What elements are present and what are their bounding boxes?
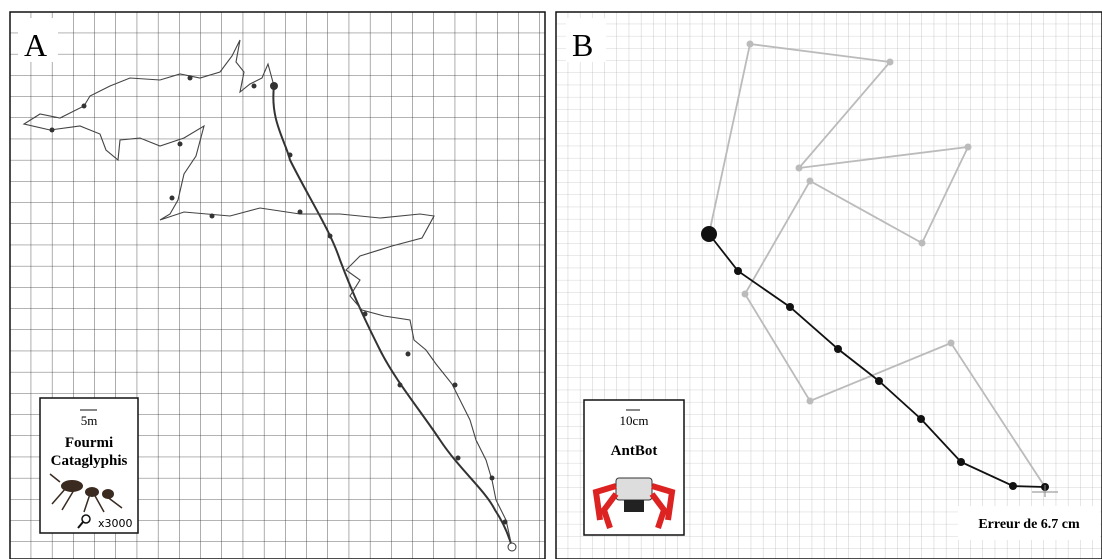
error-label: Erreur de 6.7 cm xyxy=(978,517,1080,532)
inset-title: Cataglyphis xyxy=(51,453,128,469)
target-cross xyxy=(1032,485,1058,497)
robot-icon xyxy=(592,477,676,529)
magnification: x3000 xyxy=(98,517,133,530)
outbound-waypoints xyxy=(741,40,972,405)
label-bg xyxy=(566,18,606,62)
panel-b: B 10cm AntBot Erreur de 6.7 cm xyxy=(555,11,1102,559)
waypoints xyxy=(49,75,508,525)
label-bg xyxy=(18,18,58,62)
magnifier-icon xyxy=(81,514,91,524)
magnifier-handle xyxy=(77,521,84,529)
scale-label: 10cm xyxy=(620,413,649,428)
panel-label: B xyxy=(572,27,593,63)
return-path xyxy=(272,85,513,548)
panel-label: A xyxy=(24,27,47,63)
ant-icon xyxy=(49,473,123,513)
panel-a: A 5m Fourmi Cataglyphis x3000 xyxy=(9,11,546,559)
scale-label: 5m xyxy=(81,413,98,428)
nest xyxy=(507,542,517,552)
inset-a xyxy=(39,397,139,534)
outbound-path xyxy=(22,39,513,548)
error-box xyxy=(958,506,1100,540)
inset-title: AntBot xyxy=(611,443,658,459)
inset-title: Fourmi xyxy=(65,435,113,451)
